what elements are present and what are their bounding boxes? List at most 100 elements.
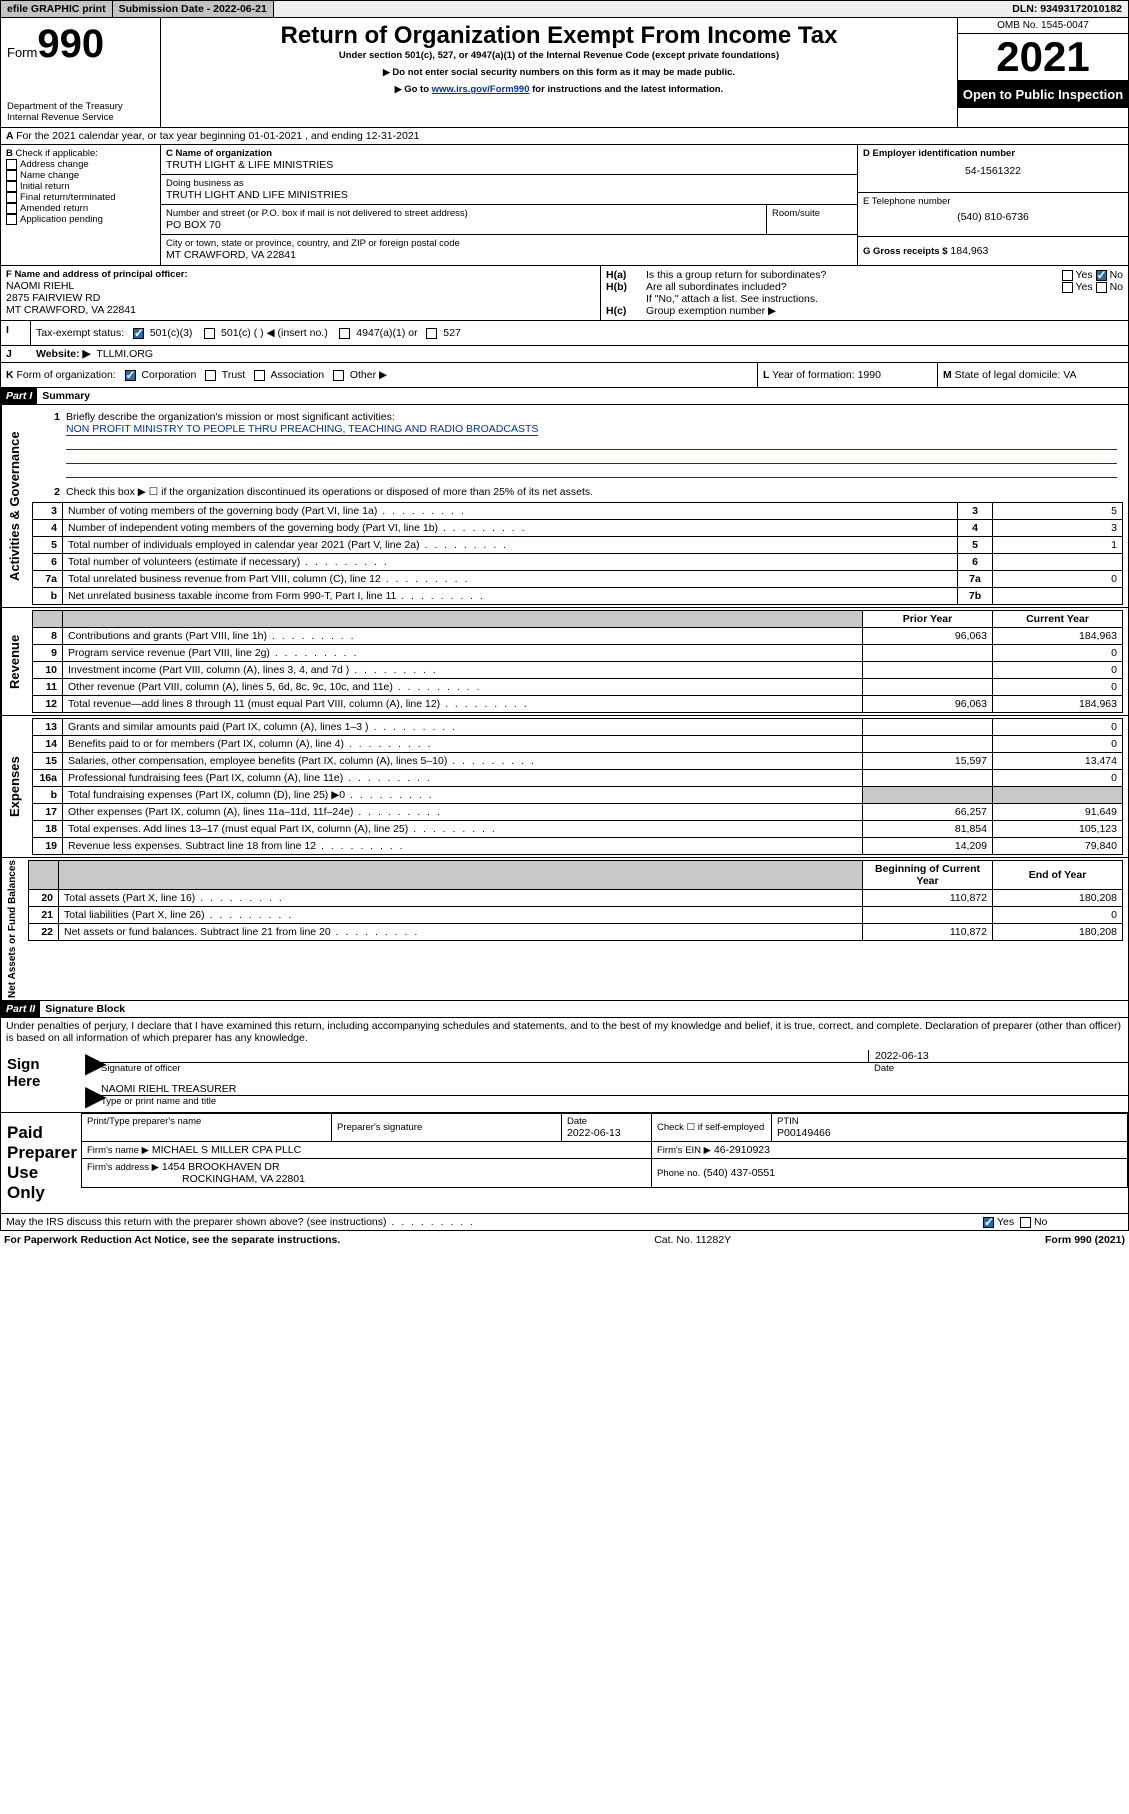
k-label: Form of organization: <box>17 369 116 381</box>
table-governance: 3Number of voting members of the governi… <box>32 502 1123 605</box>
city-label: City or town, state or province, country… <box>166 238 852 249</box>
dba-label: Doing business as <box>166 178 852 189</box>
officer-street: 2875 FAIRVIEW RD <box>6 292 595 304</box>
ha-yes[interactable] <box>1062 270 1073 281</box>
chk-4947[interactable] <box>339 328 350 339</box>
opt-4947: 4947(a)(1) or <box>356 327 417 339</box>
firm-addr2: ROCKINGHAM, VA 22801 <box>182 1173 305 1185</box>
firm-addr1: 1454 BROOKHAVEN DR <box>162 1161 280 1173</box>
c-name-label: C Name of organization <box>166 148 852 159</box>
chk-501c3[interactable] <box>133 328 144 339</box>
street: PO BOX 70 <box>166 219 761 231</box>
discuss-no[interactable] <box>1020 1217 1031 1228</box>
chk-amended[interactable]: Amended return <box>6 203 155 214</box>
b-label: Check if applicable: <box>16 148 98 159</box>
hb-yes[interactable] <box>1062 282 1073 293</box>
footer-right: Form 990 (2021) <box>1045 1234 1125 1246</box>
m-label: State of legal domicile: <box>955 369 1061 381</box>
part2-title: Signature Block <box>40 1001 130 1017</box>
firm-ein: 46-2910923 <box>714 1144 770 1156</box>
footer-left: For Paperwork Reduction Act Notice, see … <box>4 1234 340 1246</box>
note-ssn: Do not enter social security numbers on … <box>167 67 951 78</box>
hb-no[interactable] <box>1096 282 1107 293</box>
opt-corp: Corporation <box>141 369 196 381</box>
vlabel-net: Net Assets or Fund Balances <box>1 858 23 1000</box>
officer-name: NAOMI RIEHL <box>6 280 595 292</box>
ein: 54-1561322 <box>863 165 1123 177</box>
prep-date: 2022-06-13 <box>567 1127 646 1139</box>
penalty-text: Under penalties of perjury, I declare th… <box>0 1018 1129 1046</box>
tax-year: 2021 <box>958 34 1128 81</box>
chk-pending[interactable]: Application pending <box>6 214 155 225</box>
opt-trust: Trust <box>222 369 246 381</box>
website: TLLMI.ORG <box>96 348 153 360</box>
ha-label: Is this a group return for subordinates? <box>646 269 1062 281</box>
opt-other: Other ▶ <box>350 369 387 381</box>
table-expenses: 13Grants and similar amounts paid (Part … <box>32 718 1123 855</box>
year-formation: 1990 <box>858 369 881 381</box>
date-label: Date <box>868 1063 1128 1074</box>
vlabel-revenue: Revenue <box>1 608 27 715</box>
dept-irs: Internal Revenue Service <box>7 112 154 123</box>
firm-phone: (540) 437-0551 <box>703 1167 775 1179</box>
officer-printed-name: NAOMI RIEHL TREASURER <box>101 1083 1128 1096</box>
opt-527: 527 <box>443 327 461 339</box>
e-phone-label: E Telephone number <box>863 196 1123 207</box>
chk-name[interactable]: Name change <box>6 170 155 181</box>
form-header: Form990 Department of the Treasury Inter… <box>0 18 1129 128</box>
form-subtitle: Under section 501(c), 527, or 4947(a)(1)… <box>167 50 951 61</box>
opt-501c3: 501(c)(3) <box>150 327 193 339</box>
hb-label: Are all subordinates included? <box>646 281 1062 293</box>
sig-date: 2022-06-13 <box>868 1050 1128 1062</box>
self-employed[interactable]: Check ☐ if self-employed <box>652 1114 772 1142</box>
firm-ein-label: Firm's EIN ▶ <box>657 1145 711 1156</box>
firm-addr-label: Firm's address ▶ <box>87 1162 159 1173</box>
vlabel-governance: Activities & Governance <box>1 405 27 607</box>
l1-label: Briefly describe the organization's miss… <box>66 411 395 423</box>
firm-phone-label: Phone no. <box>657 1168 700 1179</box>
table-net: Beginning of Current YearEnd of Year20To… <box>28 860 1123 941</box>
efile-print-button[interactable]: efile GRAPHIC print <box>1 1 113 17</box>
prep-date-label: Date <box>567 1116 646 1127</box>
chk-final[interactable]: Final return/terminated <box>6 192 155 203</box>
form-title: Return of Organization Exempt From Incom… <box>167 22 951 50</box>
row-a: A For the 2021 calendar year, or tax yea… <box>0 128 1129 145</box>
chk-corp[interactable] <box>125 370 136 381</box>
discuss-yes[interactable] <box>983 1217 994 1228</box>
chk-501c[interactable] <box>204 328 215 339</box>
f-label: F Name and address of principal officer: <box>6 269 595 280</box>
firm-name: MICHAEL S MILLER CPA PLLC <box>152 1144 301 1156</box>
l2: Check this box ▶ ☐ if the organization d… <box>66 486 593 498</box>
chk-address[interactable]: Address change <box>6 159 155 170</box>
j-label: Website: ▶ <box>36 348 91 360</box>
hc-label: Group exemption number ▶ <box>646 305 776 317</box>
chk-other[interactable] <box>333 370 344 381</box>
opt-501c: 501(c) ( ) ◀ (insert no.) <box>221 327 328 339</box>
ha-no[interactable] <box>1096 270 1107 281</box>
part2-label: Part II <box>1 1001 40 1017</box>
sign-here-label: Sign Here <box>1 1046 81 1112</box>
chk-527[interactable] <box>426 328 437 339</box>
chk-assoc[interactable] <box>254 370 265 381</box>
part1-label: Part I <box>1 388 37 404</box>
city: MT CRAWFORD, VA 22841 <box>166 249 852 261</box>
sig-officer-label: Signature of officer <box>101 1063 868 1074</box>
opt-assoc: Association <box>270 369 324 381</box>
topbar: efile GRAPHIC print Submission Date - 20… <box>0 0 1129 18</box>
h-note: If "No," attach a list. See instructions… <box>606 293 1123 305</box>
irs-link[interactable]: www.irs.gov/Form990 <box>432 84 530 95</box>
chk-initial[interactable]: Initial return <box>6 181 155 192</box>
org-name: TRUTH LIGHT & LIFE MINISTRIES <box>166 159 852 171</box>
dba-name: TRUTH LIGHT AND LIFE MINISTRIES <box>166 189 852 201</box>
paid-preparer-label: Paid Preparer Use Only <box>1 1113 81 1213</box>
prep-sig-label: Preparer's signature <box>337 1122 556 1133</box>
chk-trust[interactable] <box>205 370 216 381</box>
g-gross-label: G Gross receipts $ <box>863 246 947 257</box>
d-ein-label: D Employer identification number <box>863 148 1123 159</box>
firm-name-label: Firm's name ▶ <box>87 1145 149 1156</box>
street-label: Number and street (or P.O. box if mail i… <box>166 208 761 219</box>
phone: (540) 810-6736 <box>863 211 1123 223</box>
mission: NON PROFIT MINISTRY TO PEOPLE THRU PREAC… <box>66 423 538 436</box>
form-number: Form990 <box>7 22 154 67</box>
prep-name-label: Print/Type preparer's name <box>87 1116 326 1127</box>
